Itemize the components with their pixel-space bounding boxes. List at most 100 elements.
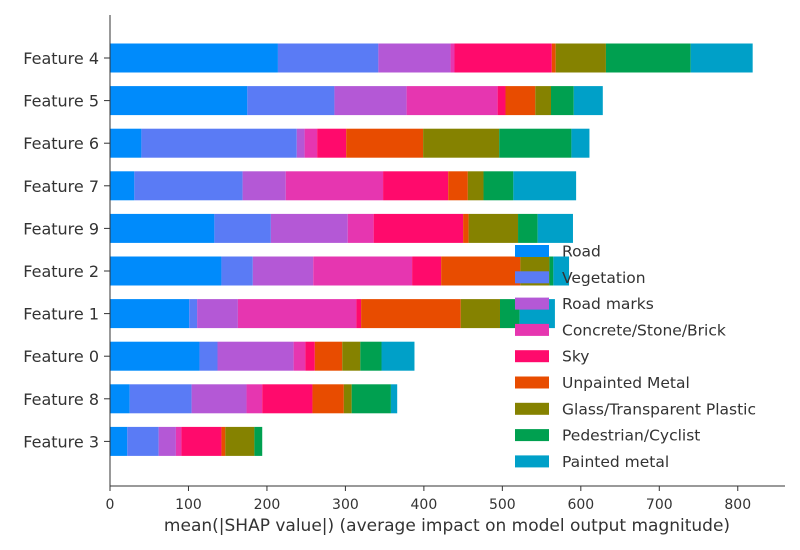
bar-segment bbox=[317, 128, 347, 158]
bar-segment bbox=[346, 128, 424, 158]
category-label: Feature 9 bbox=[23, 219, 99, 238]
legend-label: Pedestrian/Cyclist bbox=[562, 427, 700, 445]
bar-segment bbox=[690, 43, 753, 73]
bar-segments bbox=[110, 43, 753, 456]
bar-segment bbox=[343, 384, 352, 414]
bar-segment bbox=[296, 128, 305, 158]
x-axis-ticks: 0 100 200 300 400 500 600 700 800 bbox=[106, 486, 751, 513]
category-labels: Feature 4 Feature 5 Feature 6 Feature 7 Feat… bbox=[23, 49, 110, 451]
legend-swatch bbox=[515, 271, 549, 284]
category-label: Feature 8 bbox=[23, 390, 99, 409]
bar-segment bbox=[573, 86, 603, 116]
legend-swatch bbox=[515, 350, 549, 363]
category-label: Feature 7 bbox=[23, 177, 99, 196]
bar-segment bbox=[221, 426, 226, 456]
category-label: Feature 4 bbox=[23, 49, 99, 68]
bar-segment bbox=[110, 384, 130, 414]
bar-segment bbox=[110, 171, 135, 201]
bar-segment bbox=[351, 384, 391, 414]
bar-segment bbox=[378, 43, 451, 73]
bar-segment bbox=[553, 256, 570, 286]
legend-swatch bbox=[515, 455, 549, 468]
bar-segment bbox=[342, 341, 361, 371]
bar-segment bbox=[467, 171, 484, 201]
x-tick-label: 0 bbox=[106, 497, 115, 513]
bar-segment bbox=[189, 299, 198, 329]
bar-segment bbox=[110, 43, 278, 73]
bar-segment bbox=[441, 256, 521, 286]
bar-segment bbox=[214, 213, 271, 243]
bar-segment bbox=[175, 426, 182, 456]
x-tick-label: 300 bbox=[332, 497, 359, 513]
legend-label: Concrete/Stone/Brick bbox=[562, 321, 726, 339]
legend-label: Sky bbox=[562, 348, 589, 366]
bar-segment bbox=[381, 341, 415, 371]
bar-segment bbox=[237, 299, 357, 329]
bar-segment bbox=[110, 256, 222, 286]
category-label: Feature 0 bbox=[23, 347, 99, 366]
bar-segment bbox=[293, 341, 306, 371]
bar-segment bbox=[134, 171, 243, 201]
legend-swatch bbox=[515, 323, 549, 336]
bar-segment bbox=[305, 341, 315, 371]
bar-segment bbox=[551, 43, 556, 73]
bar-segment bbox=[406, 86, 498, 116]
bar-segment bbox=[285, 171, 384, 201]
legend-label: Road bbox=[562, 243, 601, 261]
bar-segment bbox=[247, 86, 335, 116]
bar-segment bbox=[505, 86, 536, 116]
bar-segment bbox=[448, 171, 468, 201]
bar-segment bbox=[221, 256, 253, 286]
bar-segment bbox=[499, 128, 572, 158]
category-label: Feature 2 bbox=[23, 262, 99, 281]
bar-segment bbox=[225, 426, 255, 456]
bar-segment bbox=[513, 171, 577, 201]
bar-segment bbox=[497, 86, 506, 116]
legend-swatch bbox=[515, 297, 549, 310]
legend-label: Vegetation bbox=[562, 269, 646, 287]
bar-segment bbox=[390, 384, 398, 414]
bar-segment bbox=[262, 384, 313, 414]
bar-segment bbox=[110, 128, 142, 158]
legend-label: Painted metal bbox=[562, 453, 669, 471]
bar-segment bbox=[313, 256, 413, 286]
bar-segment bbox=[246, 384, 263, 414]
bar-segment bbox=[423, 128, 500, 158]
bar-segment bbox=[460, 299, 500, 329]
bar-segment bbox=[242, 171, 286, 201]
bar-segment bbox=[217, 341, 294, 371]
x-tick-label: 400 bbox=[411, 497, 438, 513]
x-tick-label: 200 bbox=[254, 497, 281, 513]
legend: Road Vegetation Road marks Concrete/Stone/B… bbox=[515, 243, 756, 471]
legend-label: Glass/Transparent Plastic bbox=[562, 400, 756, 418]
bar-segment bbox=[373, 213, 464, 243]
bar-segment bbox=[605, 43, 691, 73]
bar-segment bbox=[110, 341, 200, 371]
bar-segment bbox=[483, 171, 514, 201]
bar-segment bbox=[571, 128, 590, 158]
x-tick-label: 800 bbox=[724, 497, 751, 513]
bar-segment bbox=[110, 426, 128, 456]
bar-segment bbox=[360, 341, 382, 371]
bar-segment bbox=[110, 86, 248, 116]
bar-segment bbox=[549, 256, 554, 286]
x-axis-title: mean(|SHAP value|) (average impact on mo… bbox=[164, 516, 730, 536]
bar-segment bbox=[191, 384, 247, 414]
bar-segment bbox=[537, 213, 573, 243]
bar-segment bbox=[555, 43, 606, 73]
bar-segment bbox=[127, 426, 159, 456]
bar-segment bbox=[356, 299, 362, 329]
bar-segment bbox=[199, 341, 218, 371]
bar-segment bbox=[110, 213, 215, 243]
legend-label: Unpainted Metal bbox=[562, 374, 690, 392]
legend-swatch bbox=[515, 376, 549, 389]
bar-segment bbox=[468, 213, 519, 243]
bar-segment bbox=[383, 171, 449, 201]
bar-segment bbox=[110, 299, 190, 329]
bar-segment bbox=[334, 86, 407, 116]
bar-segment bbox=[314, 341, 343, 371]
legend-swatch bbox=[515, 429, 549, 442]
category-label: Feature 1 bbox=[23, 305, 99, 324]
bar-segment bbox=[454, 43, 552, 73]
bar-segment bbox=[312, 384, 344, 414]
